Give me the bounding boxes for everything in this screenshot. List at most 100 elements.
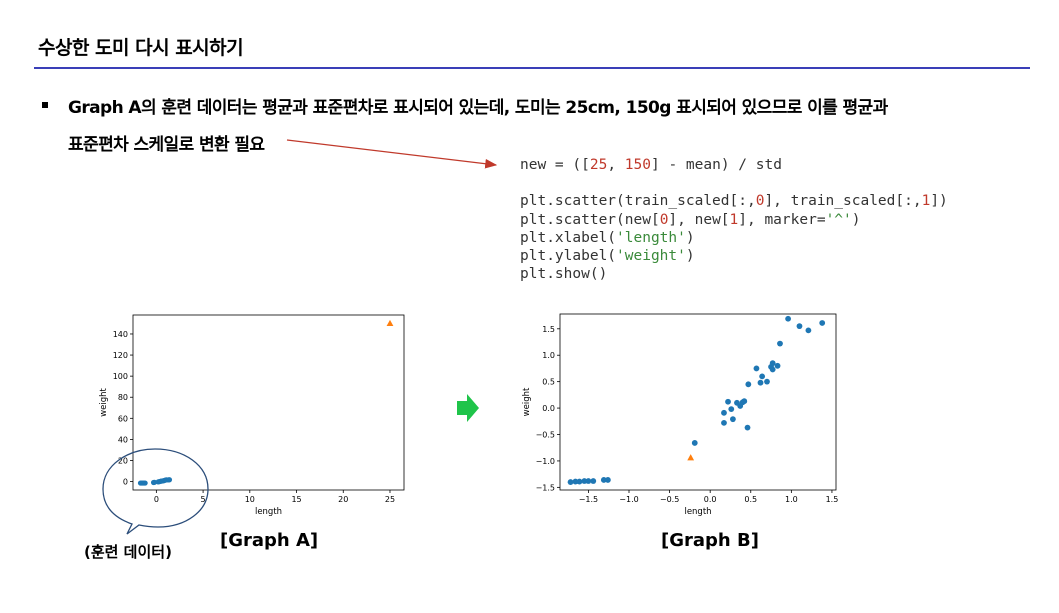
train-data-point <box>753 365 760 372</box>
y-tick-label: 120 <box>113 351 128 360</box>
code-token: 150 <box>624 157 651 173</box>
x-tick-label: 5 <box>201 495 206 504</box>
train-data-point <box>581 478 588 484</box>
code-token: plt.scatter(new[ <box>520 211 660 228</box>
y-tick-label: 140 <box>113 330 128 339</box>
train-data-point <box>725 398 731 405</box>
slide-title: 수상한 도미 다시 표시하기 <box>38 37 244 59</box>
x-tick-label: 0 <box>154 495 159 504</box>
train-data-point <box>604 477 611 483</box>
x-tick-label: 20 <box>338 495 348 504</box>
train-data-point <box>730 416 736 423</box>
x-tick-label: 25 <box>385 495 395 504</box>
train-data-point <box>728 406 735 413</box>
train-data-point <box>142 480 148 486</box>
y-tick-label: 60 <box>118 414 128 423</box>
y-tick-label: −1.5 <box>536 483 555 492</box>
train-data-point <box>576 478 583 485</box>
code-token: '^' <box>825 211 852 228</box>
code-block: new = ([25, 150] - mean) / std plt.scatte… <box>520 156 948 284</box>
y-tick-label: −0.5 <box>536 431 555 440</box>
x-tick-label: −1.0 <box>619 495 638 504</box>
train-data-point <box>721 419 727 426</box>
train-data-point <box>819 320 826 326</box>
train-data-point <box>600 477 607 483</box>
train-data-point <box>805 327 812 334</box>
code-line: plt.scatter(new[0], new[1], marker='^') <box>520 211 948 229</box>
code-line: plt.ylabel('weight') <box>520 247 948 265</box>
y-tick-label: −1.0 <box>536 457 555 466</box>
code-token: plt.xlabel( <box>520 229 617 246</box>
code-token: ) <box>851 211 861 228</box>
code-token: plt.show() <box>520 266 608 283</box>
x-axis-label: length <box>255 507 282 517</box>
code-token: ], marker= <box>738 211 826 228</box>
y-tick-label: 20 <box>118 456 128 465</box>
code-token: ] - mean) / std <box>650 157 782 173</box>
y-tick-label: 0.5 <box>542 378 555 387</box>
code-line: plt.xlabel('length') <box>520 229 948 247</box>
train-data-point <box>769 360 776 367</box>
training-data-label: (훈련 데이터) <box>84 543 172 561</box>
y-tick-label: 1.5 <box>542 325 555 334</box>
x-tick-label: 1.0 <box>785 495 798 504</box>
x-axis-label: length <box>684 507 711 517</box>
code-token: ], train_scaled[:, <box>764 193 922 210</box>
graph-a-chart: 0 5 10 15 20 25 0 20 40 60 80 100 120 140 length weight <box>99 314 405 517</box>
train-data-point <box>759 373 766 380</box>
y-tick-label: 100 <box>113 372 128 381</box>
y-tick-label: 0 <box>123 478 128 487</box>
code-line <box>520 174 948 192</box>
new-fish-point <box>687 454 695 461</box>
train-data-point <box>764 378 770 385</box>
code-token: plt.scatter(train_scaled[:, <box>520 193 756 210</box>
code-line: new = ([25, 150] - mean) / std <box>520 156 948 174</box>
plot-frame <box>132 314 405 491</box>
code-token: new = ([ <box>520 157 590 173</box>
code-token: ) <box>685 248 695 265</box>
x-tick-label: 0.0 <box>704 495 717 504</box>
code-token: ]) <box>930 193 948 210</box>
train-data-point <box>757 379 764 386</box>
graph-b-chart: −1.5 −1.0 −0.5 0.0 0.5 1.0 1.5 −1.5 −1.0 −0.5 0.0 0… <box>522 313 839 517</box>
code-token: 0 <box>755 193 765 210</box>
bullet-marker <box>42 102 48 108</box>
code-token: plt.ylabel( <box>520 248 617 265</box>
code-token: 'weight' <box>616 248 686 265</box>
train-data-point <box>721 409 727 416</box>
train-data-point <box>572 478 579 485</box>
x-tick-label: −0.5 <box>660 495 679 504</box>
y-tick-label: 1.0 <box>542 351 555 360</box>
train-data-point <box>796 323 803 330</box>
next-arrow-icon <box>457 394 479 422</box>
code-token: 1 <box>729 211 739 228</box>
x-tick-label: 10 <box>245 495 255 504</box>
train-data-point <box>590 478 597 484</box>
y-tick-label: 80 <box>118 393 128 402</box>
train-data-point <box>774 362 781 369</box>
graph-a-caption: [Graph A] <box>220 530 319 551</box>
x-tick-label: 0.5 <box>744 495 757 504</box>
train-data-point <box>777 340 783 347</box>
train-data-point <box>567 479 574 485</box>
training-data-bubble <box>102 448 209 535</box>
code-line: plt.scatter(train_scaled[:,0], train_sca… <box>520 192 948 210</box>
train-data-point <box>745 381 752 388</box>
graph-b-caption: [Graph B] <box>661 530 759 551</box>
y-tick-label: 40 <box>118 435 128 444</box>
code-token: 25 <box>589 157 608 173</box>
code-token: 0 <box>659 211 669 228</box>
y-axis-label: weight <box>99 388 109 417</box>
train-data-point <box>691 440 698 446</box>
x-tick-label: 1.5 <box>826 495 839 504</box>
code-token: ], new[ <box>668 211 730 228</box>
y-tick-label: 0.0 <box>542 404 555 413</box>
train-data-point <box>744 424 751 431</box>
code-token: 1 <box>921 193 931 210</box>
train-data-point <box>166 477 173 483</box>
code-token: ) <box>685 229 695 246</box>
x-tick-label: 15 <box>291 495 301 504</box>
code-token: 'length' <box>616 229 686 246</box>
plot-frame <box>559 313 837 491</box>
